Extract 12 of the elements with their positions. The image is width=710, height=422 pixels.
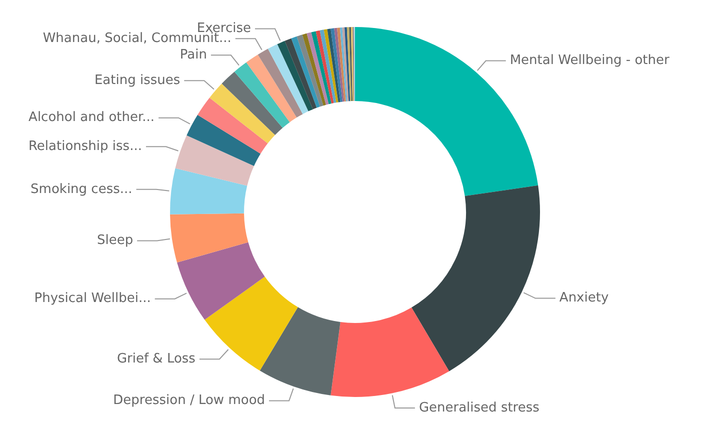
slice-label: Pain	[180, 48, 207, 63]
slice-label: Alcohol and other...	[28, 110, 155, 126]
slice-label: Physical Wellbei...	[34, 291, 151, 306]
slice-label: Anxiety	[559, 290, 609, 306]
slice-label: Smoking cess...	[30, 182, 132, 197]
slice-label: Relationship iss...	[28, 138, 142, 154]
slice-label: Mental Wellbeing - other	[510, 53, 670, 68]
slice-label: Generalised stress	[418, 400, 540, 416]
slice-label: Grief & Loss	[116, 351, 196, 366]
slice-label: Eating issues	[94, 73, 180, 88]
slice-label: Sleep	[96, 233, 134, 248]
slice-label: Depression / Low mood	[113, 393, 266, 408]
